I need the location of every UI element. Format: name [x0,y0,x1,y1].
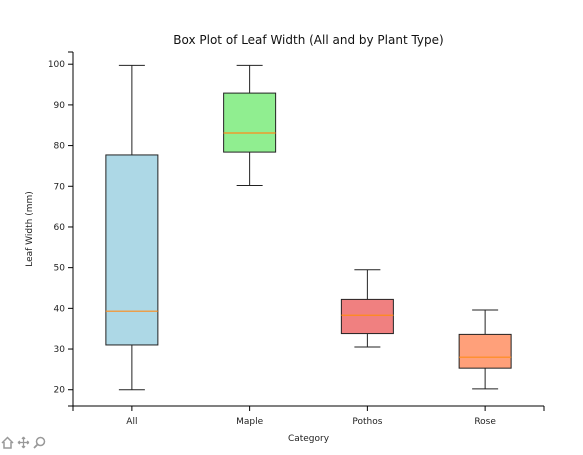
y-tick-label: 90 [54,101,66,111]
chart-title: Box Plot of Leaf Width (All and by Plant… [173,33,443,47]
plot-toolbar [0,434,47,450]
y-axis-label: Leaf Width (mm) [25,191,35,267]
box-pothos [340,269,394,348]
box-body [105,154,159,346]
y-tick-label: 60 [54,223,66,233]
axes [68,51,545,411]
y-tick-label: 40 [54,304,66,314]
x-tick-label: Maple [236,417,263,427]
box-body [223,92,277,153]
x-axis-label: Category [288,434,330,444]
y-tick-label: 20 [54,386,66,396]
home-icon[interactable] [0,435,15,450]
x-tick-label: Pothos [352,417,382,427]
box-all [105,64,159,391]
x-tick-label: All [126,417,137,427]
boxes [105,64,512,391]
pan-icon[interactable] [16,435,31,450]
box-body [340,298,394,335]
box-maple [223,64,277,186]
x-ticks: All Maple Pothos Rose [126,406,496,427]
y-tick-label: 80 [54,142,66,152]
zoom-icon[interactable] [32,435,47,450]
y-ticks: 20 30 40 50 60 70 80 90 100 [48,60,73,396]
box-body [458,333,512,369]
y-tick-label: 100 [48,60,65,70]
x-tick-label: Rose [474,417,496,427]
box-rose [458,309,512,390]
y-tick-label: 50 [54,264,66,274]
y-tick-label: 70 [54,182,66,192]
y-tick-label: 30 [54,345,66,355]
